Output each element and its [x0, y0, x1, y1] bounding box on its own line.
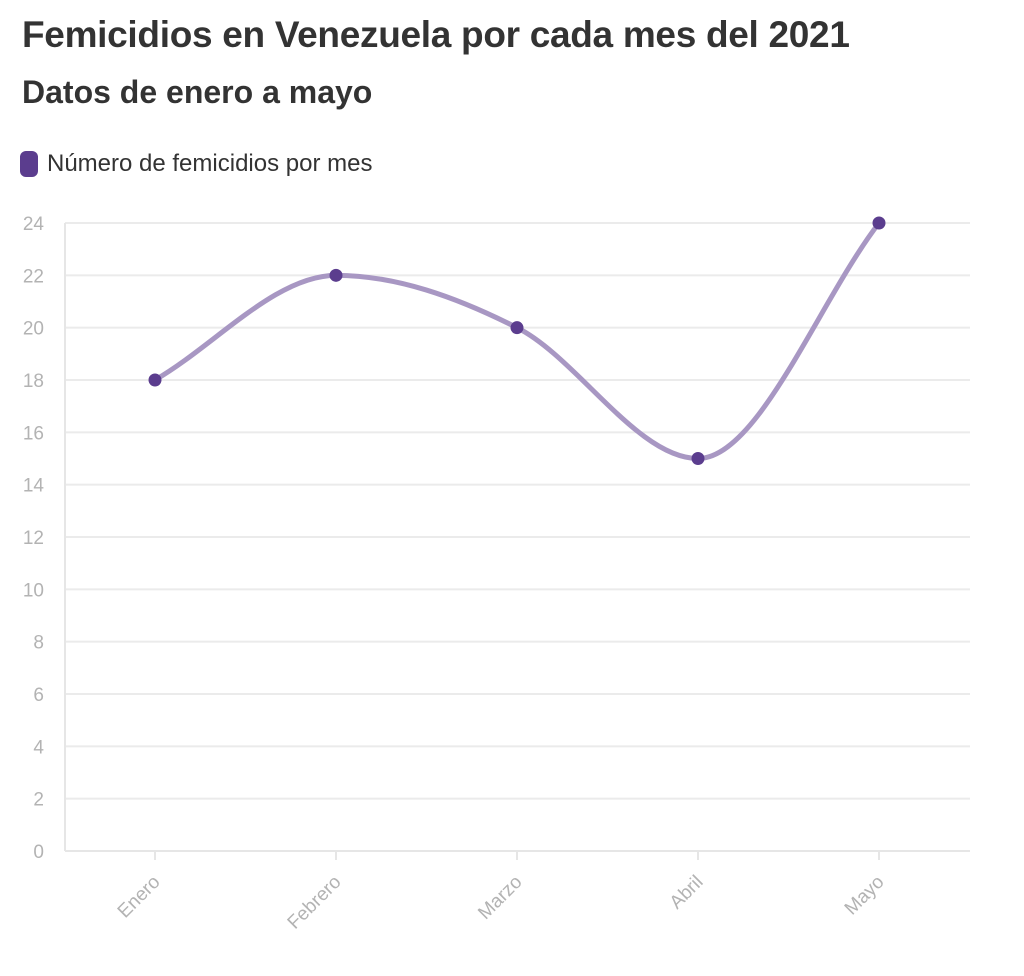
y-tick-label: 20: [23, 319, 44, 340]
y-tick-label: 10: [23, 580, 44, 601]
y-tick-label: 4: [33, 737, 44, 758]
y-tick-label: 16: [23, 423, 44, 444]
data-point-mayo[interactable]: [872, 216, 886, 230]
grid-lines: [65, 222, 970, 800]
legend: Número de femicidios por mes: [20, 150, 372, 178]
chart-subtitle: Datos de enero a mayo: [22, 74, 373, 110]
chart-title: Femicidios en Venezuela por cada mes del…: [22, 14, 850, 55]
y-tick-label: 24: [23, 214, 45, 235]
x-tick-label: Marzo: [474, 872, 526, 924]
x-tick-label: Mayo: [841, 872, 889, 920]
y-tick-label: 18: [23, 371, 44, 392]
y-tick-label: 6: [33, 685, 44, 706]
y-tick-label: 0: [33, 842, 44, 863]
x-tick-label: Febrero: [284, 872, 346, 934]
y-tick-label: 22: [23, 266, 44, 287]
data-point-abril[interactable]: [691, 452, 705, 465]
x-tick-labels: Enero Febrero Marzo Abril Mayo: [114, 851, 889, 934]
y-tick-label: 12: [23, 528, 44, 549]
x-tick-label: Enero: [114, 872, 165, 923]
y-tick-label: 8: [33, 633, 44, 654]
legend-swatch: [20, 151, 38, 177]
data-point-marzo[interactable]: [510, 321, 524, 335]
series-line: [152, 220, 882, 461]
y-tick-label: 14: [23, 476, 45, 497]
y-tick-label: 2: [33, 790, 44, 811]
legend-label: Número de femicidios por mes: [47, 150, 373, 177]
x-tick-label: Abril: [666, 872, 708, 914]
data-point-enero[interactable]: [148, 373, 162, 387]
series-layer: [148, 216, 886, 465]
data-point-febrero[interactable]: [329, 268, 343, 282]
